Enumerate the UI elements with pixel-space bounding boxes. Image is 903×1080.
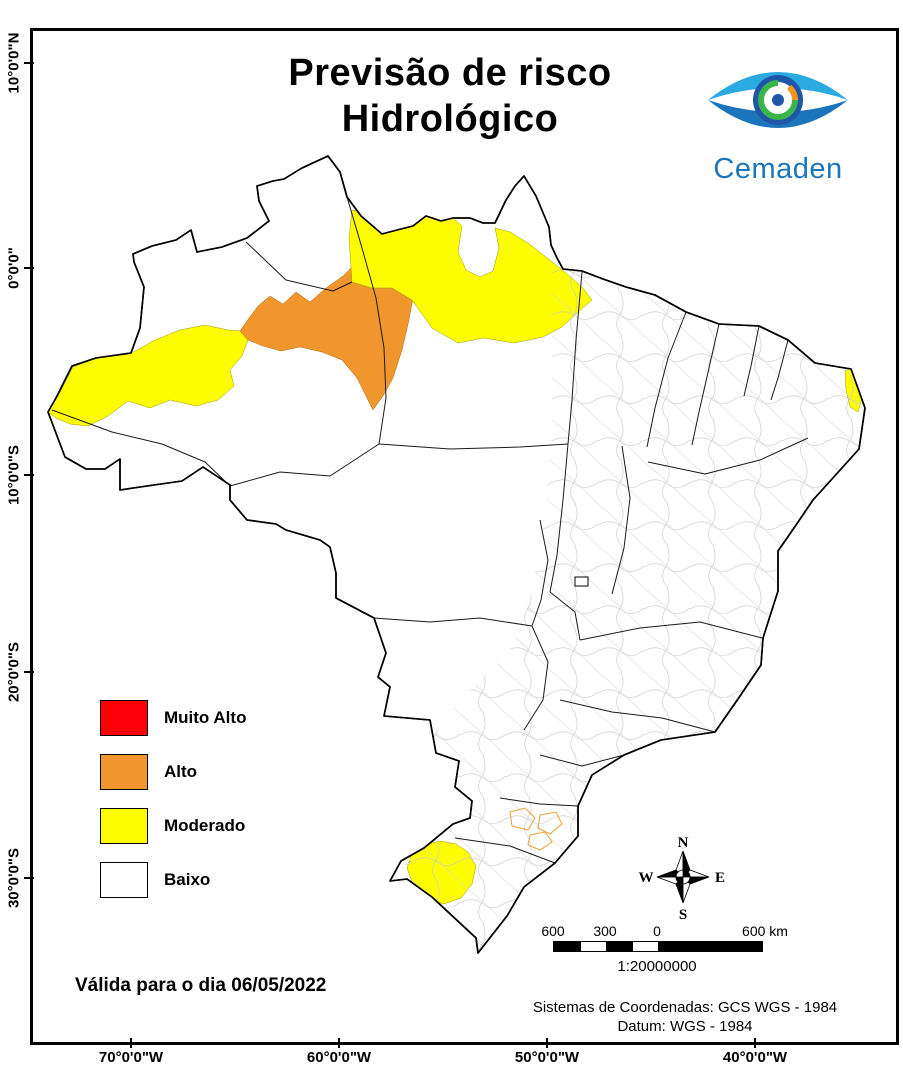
compass-rose: N S E W	[639, 835, 726, 923]
risk-region-alto-amazonas	[239, 249, 418, 411]
lat-label-0: 0°0'0"	[5, 247, 23, 289]
coordinate-system-line1: Sistemas de Coordenadas: GCS WGS - 1984	[532, 999, 838, 1016]
scale-segment	[658, 942, 762, 951]
scale-tick-600-left: 600	[541, 923, 565, 939]
lat-label-30s: 30°0'0"S	[5, 847, 23, 909]
lat-tick	[24, 62, 34, 64]
lat-tick	[24, 877, 34, 879]
compass-west-label: W	[639, 870, 654, 886]
validity-date-text: Válida para o dia 06/05/2022	[75, 975, 327, 996]
legend-item-moderado: Moderado	[100, 808, 245, 844]
scale-bar-blocks	[553, 941, 763, 952]
legend-item-alto: Alto	[100, 754, 197, 790]
lat-tick	[24, 267, 34, 269]
map-title-line1: Previsão de risco	[288, 52, 612, 94]
map-neatline-frame	[30, 28, 899, 1045]
legend-label-moderado: Moderado	[164, 816, 246, 835]
legend-swatch-moderado	[100, 808, 148, 844]
map-title-line2: Hidrológico	[341, 98, 559, 140]
legend-swatch-alto	[100, 754, 148, 790]
legend-item-muito-alto: Muito Alto	[100, 700, 246, 736]
scale-segment	[554, 942, 580, 951]
legend-label-baixo: Baixo	[164, 870, 211, 889]
lat-tick	[24, 474, 34, 476]
state-boundaries	[51, 196, 809, 864]
lon-label-40w: 40°0'0"W	[722, 1049, 788, 1066]
lon-tick	[546, 1038, 548, 1048]
lon-tick	[130, 1038, 132, 1048]
lon-tick	[754, 1038, 756, 1048]
map-title: Previsão de risco Hidrológico	[150, 50, 750, 142]
lon-tick	[338, 1038, 340, 1048]
coordinate-system-line2: Datum: WGS - 1984	[617, 1018, 753, 1035]
distrito-federal-outline	[574, 576, 589, 587]
lat-label-20s: 20°0'0"S	[5, 641, 23, 703]
scale-tick-600-km: 600 km	[742, 923, 788, 939]
highlighted-municipality-outlines	[509, 807, 563, 851]
compass-east-label: E	[715, 870, 725, 886]
scale-segment	[632, 942, 658, 951]
lon-label-60w: 60°0'0"W	[306, 1049, 372, 1066]
compass-north-label: N	[678, 835, 689, 851]
lat-label-10s: 10°0'0"S	[5, 444, 23, 506]
legend-swatch-baixo	[100, 862, 148, 898]
scale-segment	[606, 942, 632, 951]
lat-tick	[24, 671, 34, 673]
cemaden-wordmark: Cemaden	[713, 153, 843, 185]
brazil-border-restroke	[47, 155, 866, 954]
coordinate-system-note: Sistemas de Coordenadas: GCS WGS - 1984 …	[470, 998, 900, 1036]
legend-item-baixo: Baixo	[100, 862, 210, 898]
scale-tick-0: 0	[653, 923, 661, 939]
lat-label-10n: 10°0'0"N	[5, 32, 23, 94]
scale-ratio: 1:20000000	[617, 958, 697, 975]
lon-label-50w: 50°0'0"W	[514, 1049, 580, 1066]
scale-tick-300: 300	[593, 923, 617, 939]
compass-south-label: S	[679, 907, 687, 923]
legend-label-muito-alto: Muito Alto	[164, 708, 247, 727]
lon-label-70w: 70°0'0"W	[98, 1049, 164, 1066]
cemaden-logo: Cemaden	[688, 50, 868, 186]
legend-swatch-muito-alto	[100, 700, 148, 736]
scale-segment	[580, 942, 606, 951]
cemaden-eye-icon	[708, 72, 848, 128]
legend-label-alto: Alto	[164, 762, 198, 781]
